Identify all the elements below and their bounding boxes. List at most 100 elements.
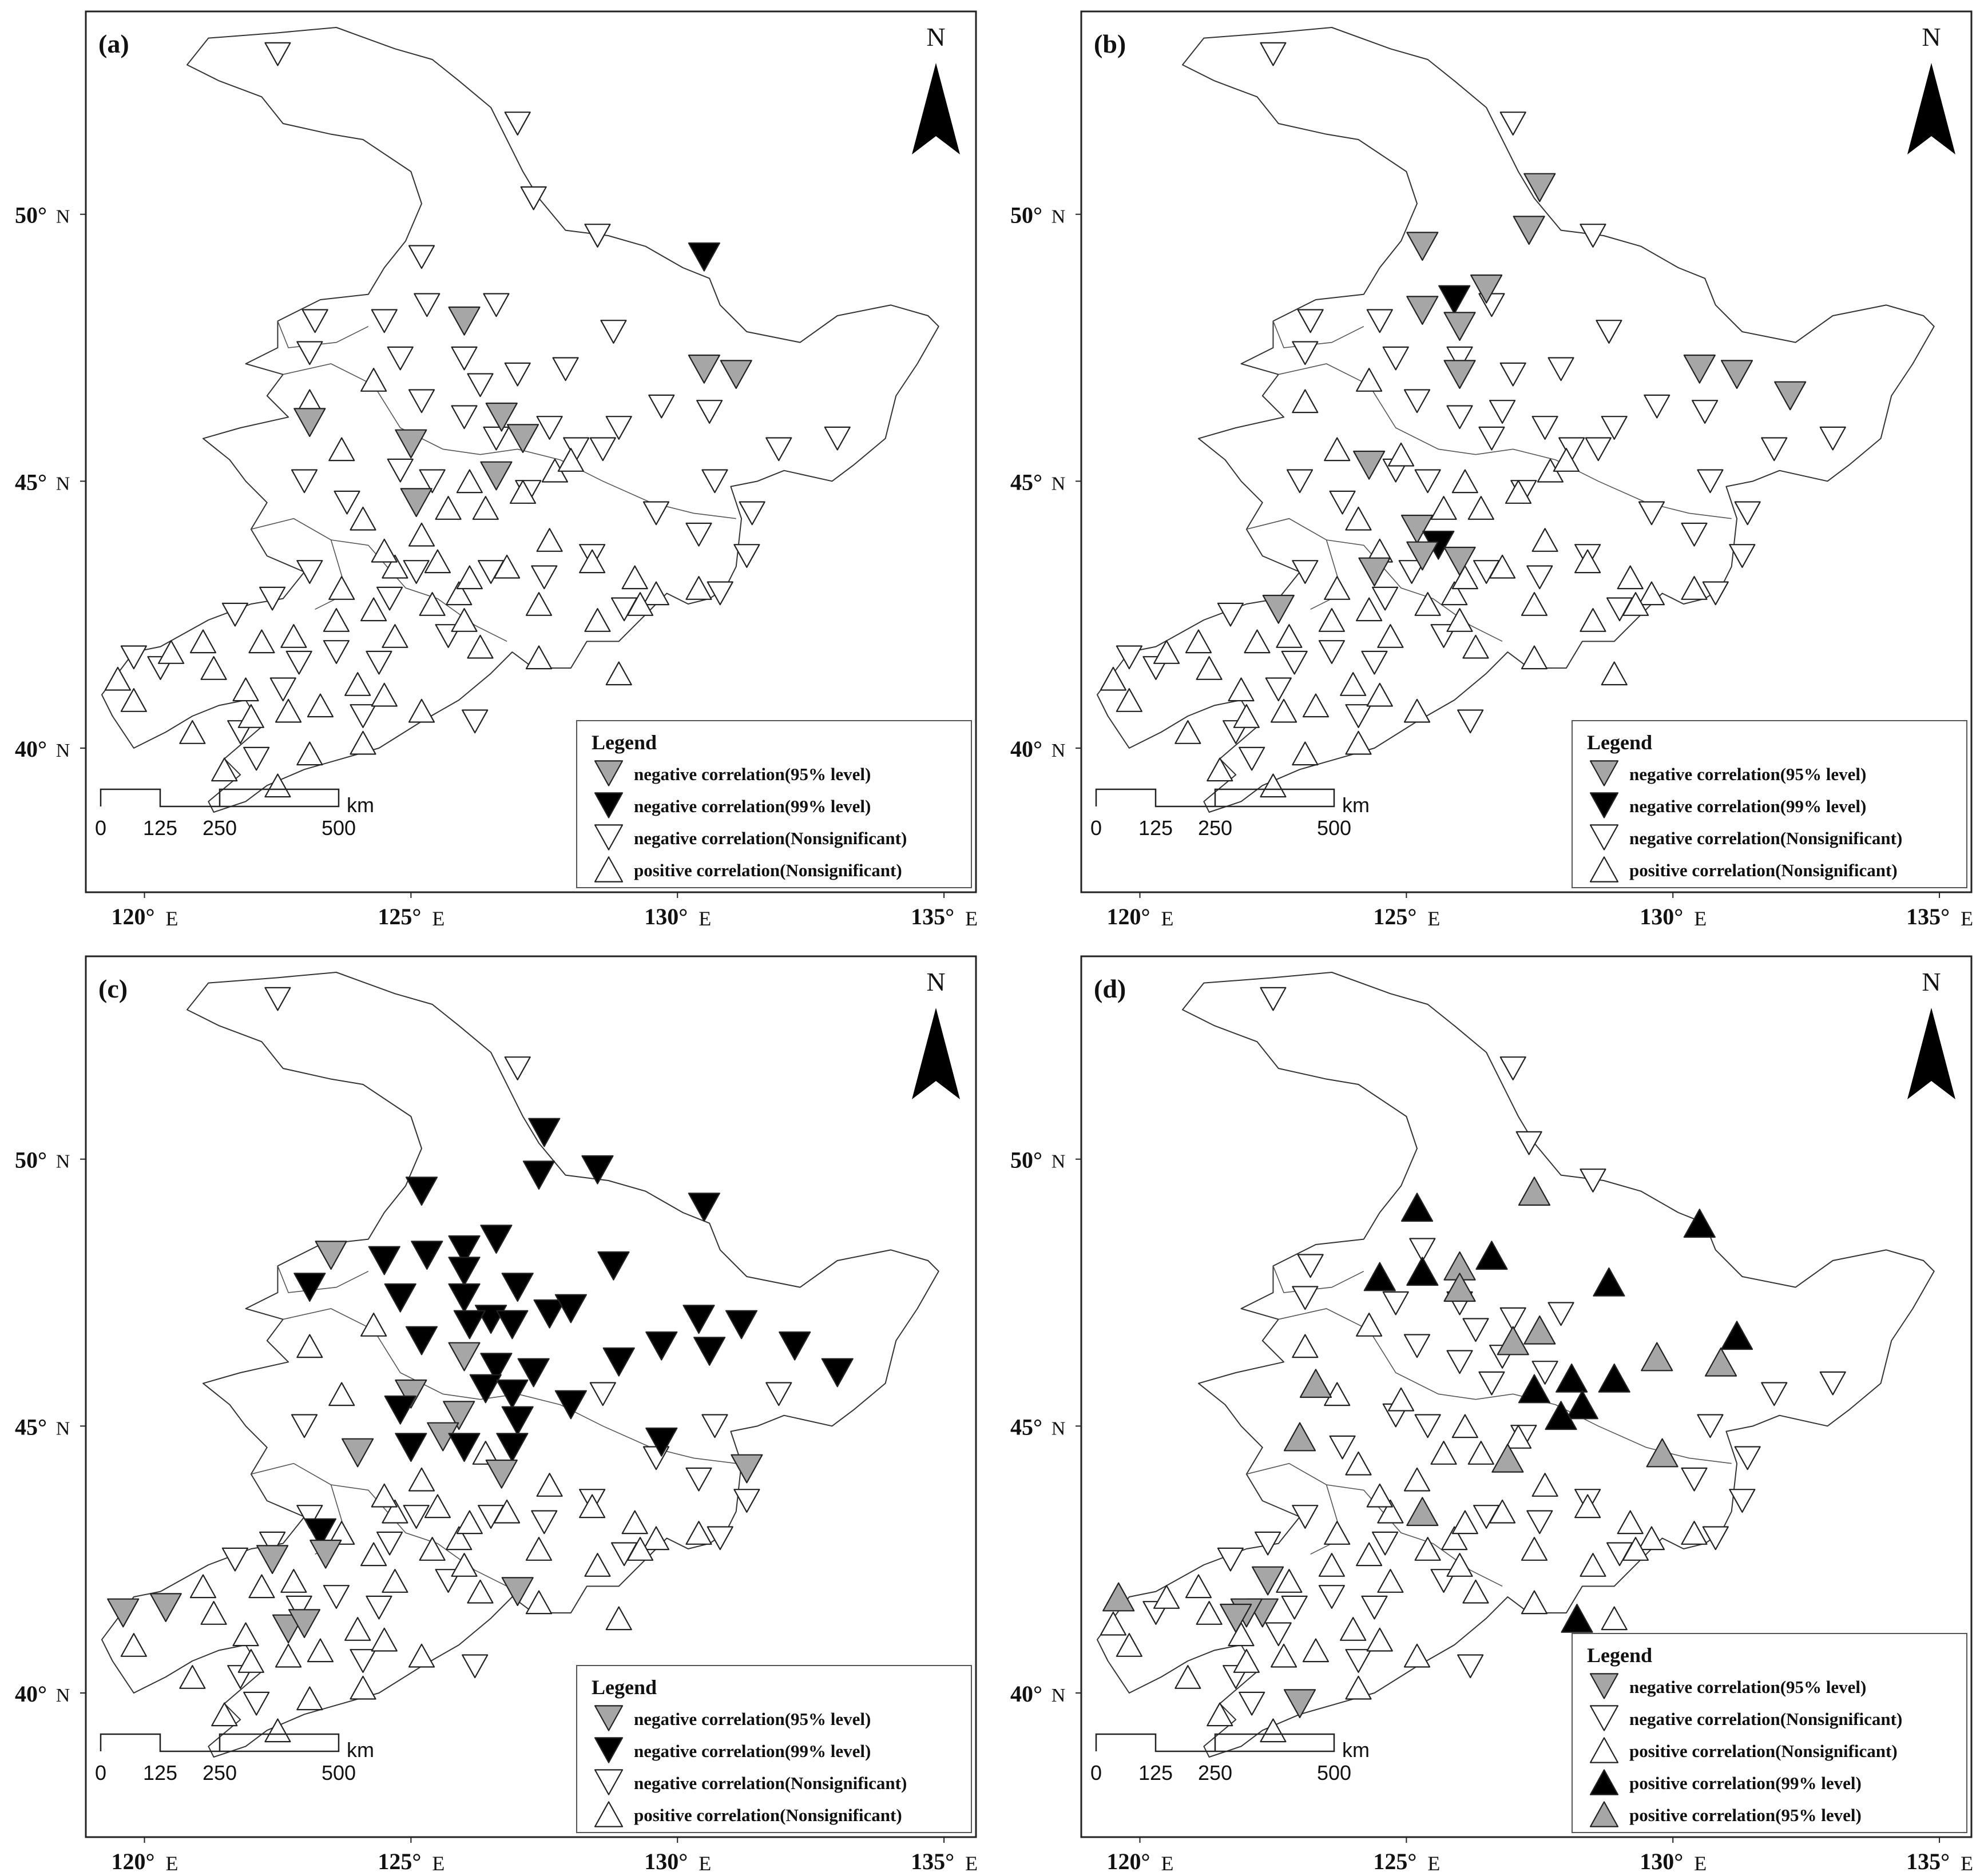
station-positive-nonsig — [1681, 1521, 1708, 1545]
station-negative-nonsig — [259, 586, 286, 611]
station-up-gray — [1646, 1438, 1679, 1468]
station-up-gray — [1518, 1177, 1551, 1206]
station-positive-nonsig — [360, 597, 387, 622]
station-positive-nonsig — [1451, 469, 1478, 494]
station-up-black — [1683, 1209, 1716, 1238]
station-positive-nonsig — [237, 1649, 264, 1673]
station-negative-nonsig — [1403, 1334, 1431, 1358]
lat-tick-label: 50° — [15, 1147, 47, 1173]
legend-item-label: positive correlation(Nonsignificant) — [634, 1805, 902, 1825]
legend-box — [576, 720, 972, 888]
station-negative-nonsig — [1292, 1505, 1319, 1529]
station-negative-nonsig — [376, 586, 403, 611]
station-positive-nonsig — [1414, 592, 1441, 616]
station-negative-nonsig — [1260, 42, 1287, 66]
station-positive-nonsig — [1622, 1537, 1649, 1561]
station-positive-nonsig — [382, 1569, 408, 1593]
station-positive-nonsig — [456, 1510, 483, 1535]
station-positive-nonsig — [1580, 608, 1606, 632]
station-negative-nonsig — [1489, 400, 1516, 424]
station-positive-nonsig — [1318, 1553, 1346, 1577]
station-down-gray — [448, 1342, 481, 1372]
station-positive-nonsig — [120, 688, 147, 712]
station-negative-nonsig — [462, 1654, 489, 1679]
station-positive-nonsig — [642, 581, 670, 606]
station-negative-nonsig — [366, 650, 392, 675]
station-positive-nonsig — [1318, 608, 1346, 632]
station-positive-nonsig — [360, 368, 387, 392]
station-negative-nonsig — [408, 389, 435, 414]
legend-item-label: negative correlation(95% level) — [1629, 764, 1866, 784]
station-up-gray — [1523, 1315, 1556, 1345]
station-positive-nonsig — [584, 608, 611, 632]
station-negative-nonsig — [1382, 1291, 1409, 1315]
station-positive-nonsig — [1345, 1451, 1372, 1476]
station-down-gray — [1470, 274, 1503, 304]
station-negative-nonsig — [296, 560, 323, 584]
lon-tick-label: 120° — [111, 1849, 154, 1874]
station-down-black — [688, 242, 720, 272]
station-negative-nonsig — [334, 490, 360, 515]
scale-tick-label: 250 — [1198, 816, 1232, 840]
station-down-gray — [1443, 546, 1476, 576]
station-positive-nonsig — [1377, 624, 1404, 648]
station-down-black — [554, 1294, 587, 1323]
station-negative-nonsig — [1601, 416, 1628, 440]
north-arrow-icon — [912, 63, 960, 154]
station-negative-nonsig — [350, 1649, 376, 1673]
station-positive-nonsig — [579, 1494, 606, 1519]
station-down-gray — [288, 1609, 321, 1639]
station-positive-nonsig — [1387, 442, 1415, 467]
station-positive-nonsig — [344, 1617, 371, 1641]
station-up-gray — [1299, 1369, 1332, 1398]
station-positive-nonsig — [1356, 368, 1383, 392]
legend-symbol-down-gray — [594, 1705, 624, 1731]
station-negative-nonsig — [301, 309, 328, 333]
lat-tick-label: 50° — [1010, 202, 1042, 228]
station-up-black — [1363, 1262, 1396, 1291]
station-negative-nonsig — [462, 709, 489, 734]
station-down-gray — [688, 354, 720, 384]
station-down-black — [821, 1358, 854, 1388]
station-negative-nonsig — [376, 1531, 403, 1556]
station-positive-nonsig — [232, 677, 259, 702]
station-negative-nonsig — [1239, 746, 1265, 771]
station-down-gray — [1720, 360, 1753, 389]
north-label: N — [926, 967, 945, 996]
station-positive-nonsig — [189, 629, 217, 654]
station-down-gray — [448, 306, 481, 336]
station-negative-nonsig — [1734, 501, 1761, 526]
station-down-black — [779, 1331, 811, 1361]
station-negative-nonsig — [387, 346, 414, 371]
station-positive-nonsig — [1617, 1510, 1644, 1535]
station-up-black — [1518, 1374, 1551, 1404]
legend: Legend negative correlation(95% level) neg… — [576, 1665, 972, 1833]
station-positive-nonsig — [408, 698, 435, 723]
station-positive-nonsig — [371, 538, 398, 563]
station-negative-nonsig — [221, 602, 248, 627]
station-positive-nonsig — [1617, 565, 1644, 590]
station-negative-nonsig — [264, 42, 291, 66]
lon-tick-hemisphere: E — [165, 907, 178, 930]
station-negative-nonsig — [1457, 709, 1484, 734]
lat-tick-hemisphere: N — [1051, 740, 1066, 761]
lat-tick-hemisphere: N — [1051, 473, 1066, 494]
legend-item-label: positive correlation(99% level) — [1629, 1773, 1862, 1793]
station-negative-nonsig — [1644, 394, 1670, 419]
station-positive-nonsig — [1601, 1606, 1628, 1631]
station-positive-nonsig — [1292, 741, 1319, 766]
station-positive-nonsig — [307, 693, 334, 718]
station-down-black — [517, 1358, 550, 1388]
station-positive-nonsig — [1387, 1387, 1415, 1412]
map-panel-d: (d) N 50° N 45° N 40° N 120° E 125° E 130° E 135° E 0 125… — [1010, 955, 1973, 1875]
station-negative-nonsig — [1457, 1654, 1484, 1679]
station-positive-nonsig — [1345, 1675, 1372, 1700]
legend-item-label: negative correlation(95% level) — [1629, 1677, 1866, 1697]
station-positive-nonsig — [360, 1542, 387, 1567]
station-positive-nonsig — [1270, 698, 1297, 723]
legend-title: Legend — [1587, 1644, 1652, 1667]
scale-tick-label: 500 — [1317, 816, 1351, 840]
station-negative-nonsig — [1345, 1649, 1372, 1673]
lon-tick-label: 135° — [911, 904, 954, 929]
